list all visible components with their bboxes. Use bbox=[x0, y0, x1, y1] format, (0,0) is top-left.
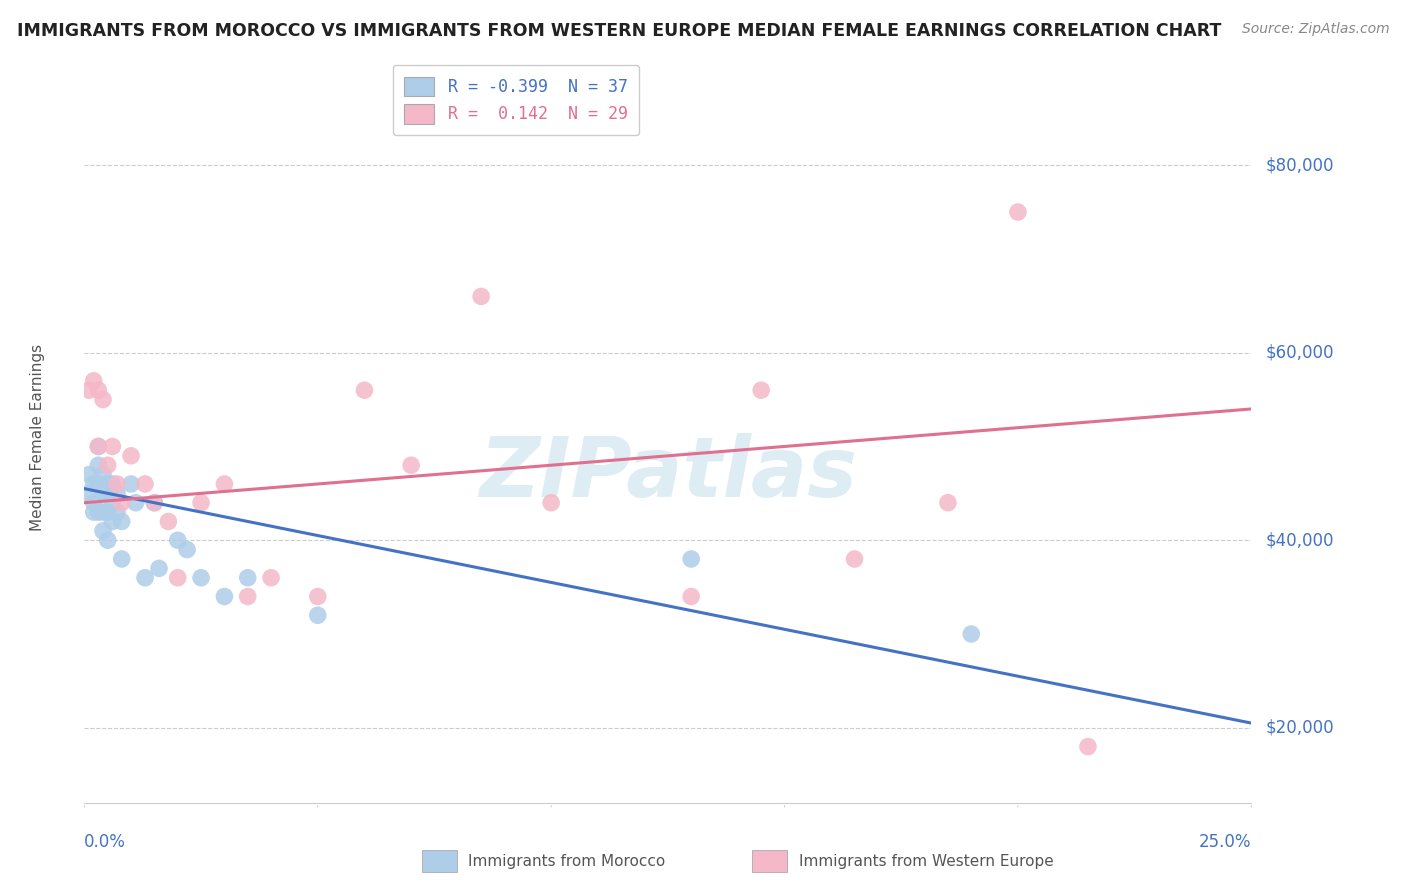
Point bbox=[214, 590, 236, 604]
Text: $60,000: $60,000 bbox=[1265, 343, 1334, 361]
Point bbox=[97, 505, 120, 519]
Point bbox=[97, 533, 120, 548]
Point bbox=[190, 571, 212, 585]
Point bbox=[111, 552, 134, 566]
Point bbox=[260, 571, 283, 585]
Point bbox=[134, 477, 156, 491]
Point bbox=[844, 552, 866, 566]
Point bbox=[681, 590, 703, 604]
Point bbox=[1077, 739, 1099, 754]
Point bbox=[236, 571, 259, 585]
Text: $40,000: $40,000 bbox=[1265, 532, 1334, 549]
Text: Median Female Earnings: Median Female Earnings bbox=[30, 343, 45, 531]
Point bbox=[91, 467, 114, 482]
Point bbox=[936, 496, 959, 510]
Point bbox=[87, 477, 110, 491]
Point bbox=[97, 477, 120, 491]
Text: $20,000: $20,000 bbox=[1265, 719, 1334, 737]
Point bbox=[97, 458, 120, 473]
Point bbox=[101, 515, 124, 529]
Text: $80,000: $80,000 bbox=[1265, 156, 1334, 174]
Point bbox=[101, 440, 124, 454]
Text: ZIPatlas: ZIPatlas bbox=[479, 434, 856, 514]
Point bbox=[105, 486, 128, 500]
Point bbox=[91, 524, 114, 538]
Point bbox=[540, 496, 562, 510]
Point bbox=[176, 542, 198, 557]
Text: Source: ZipAtlas.com: Source: ZipAtlas.com bbox=[1241, 22, 1389, 37]
Point bbox=[143, 496, 166, 510]
Point bbox=[111, 515, 134, 529]
Point bbox=[83, 496, 105, 510]
Point bbox=[236, 590, 259, 604]
Point bbox=[83, 477, 105, 491]
Point bbox=[101, 496, 124, 510]
Legend: R = -0.399  N = 37, R =  0.142  N = 29: R = -0.399 N = 37, R = 0.142 N = 29 bbox=[392, 65, 640, 136]
Point bbox=[960, 627, 983, 641]
Point bbox=[77, 467, 100, 482]
Point bbox=[77, 486, 100, 500]
Point bbox=[749, 383, 772, 397]
Point bbox=[101, 477, 124, 491]
Point bbox=[134, 571, 156, 585]
Point bbox=[470, 289, 492, 303]
Point bbox=[91, 392, 114, 407]
Point bbox=[166, 533, 188, 548]
Point bbox=[91, 486, 114, 500]
Text: 25.0%: 25.0% bbox=[1199, 833, 1251, 851]
Point bbox=[190, 496, 212, 510]
Point bbox=[83, 374, 105, 388]
Point bbox=[353, 383, 375, 397]
Text: 0.0%: 0.0% bbox=[84, 833, 127, 851]
Point bbox=[87, 440, 110, 454]
Point bbox=[307, 608, 329, 623]
Point bbox=[120, 477, 142, 491]
Point bbox=[97, 486, 120, 500]
Point bbox=[399, 458, 422, 473]
Point bbox=[105, 477, 128, 491]
Point bbox=[87, 440, 110, 454]
Point bbox=[77, 383, 100, 397]
Point bbox=[91, 505, 114, 519]
Text: Immigrants from Western Europe: Immigrants from Western Europe bbox=[799, 854, 1053, 869]
Text: Immigrants from Morocco: Immigrants from Morocco bbox=[468, 854, 665, 869]
Point bbox=[120, 449, 142, 463]
Point bbox=[83, 505, 105, 519]
Point bbox=[87, 383, 110, 397]
Point bbox=[87, 458, 110, 473]
Point bbox=[105, 505, 128, 519]
Point bbox=[87, 505, 110, 519]
Point bbox=[125, 496, 148, 510]
Point bbox=[214, 477, 236, 491]
Point bbox=[307, 590, 329, 604]
Point bbox=[148, 561, 170, 575]
Point bbox=[157, 515, 180, 529]
Point bbox=[143, 496, 166, 510]
Point bbox=[111, 496, 134, 510]
Point bbox=[166, 571, 188, 585]
Text: IMMIGRANTS FROM MOROCCO VS IMMIGRANTS FROM WESTERN EUROPE MEDIAN FEMALE EARNINGS: IMMIGRANTS FROM MOROCCO VS IMMIGRANTS FR… bbox=[17, 22, 1222, 40]
Point bbox=[681, 552, 703, 566]
Point bbox=[1007, 205, 1029, 219]
